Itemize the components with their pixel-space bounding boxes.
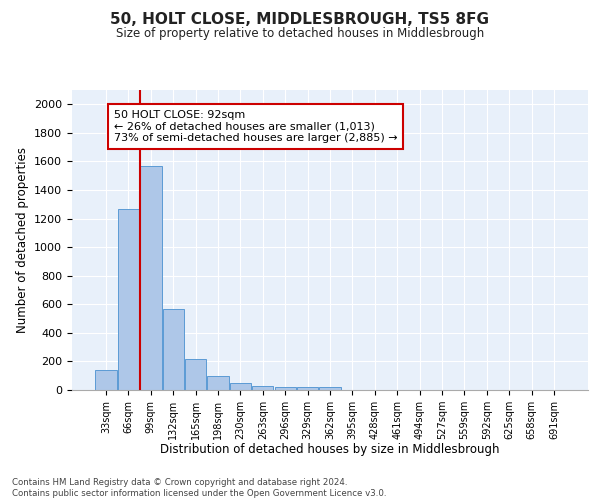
Bar (140, 166, 161, 390)
Bar (118, 208, 139, 390)
Bar (163, 308, 184, 390)
Text: Distribution of detached houses by size in Middlesbrough: Distribution of detached houses by size … (160, 442, 500, 456)
Bar (319, 387, 341, 390)
Text: Size of property relative to detached houses in Middlesbrough: Size of property relative to detached ho… (116, 28, 484, 40)
Bar (275, 387, 296, 390)
Text: 50 HOLT CLOSE: 92sqm
← 26% of detached houses are smaller (1,013)
73% of semi-de: 50 HOLT CLOSE: 92sqm ← 26% of detached h… (114, 110, 398, 143)
Bar (230, 383, 251, 390)
Bar (185, 360, 206, 390)
Bar (297, 387, 318, 390)
Bar (208, 376, 229, 390)
Bar (252, 386, 274, 390)
Text: 50, HOLT CLOSE, MIDDLESBROUGH, TS5 8FG: 50, HOLT CLOSE, MIDDLESBROUGH, TS5 8FG (110, 12, 490, 28)
Y-axis label: Number of detached properties: Number of detached properties (16, 147, 29, 333)
Bar (95, 370, 117, 390)
Text: Contains HM Land Registry data © Crown copyright and database right 2024.
Contai: Contains HM Land Registry data © Crown c… (12, 478, 386, 498)
